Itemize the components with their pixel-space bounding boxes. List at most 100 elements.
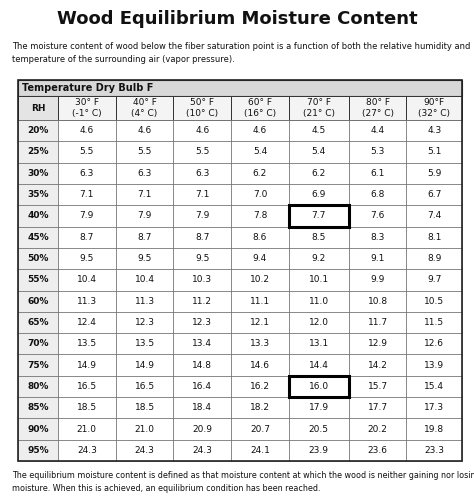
Text: 4.6: 4.6	[253, 126, 267, 135]
Bar	[18, 291, 58, 312]
Text: 90%: 90%	[27, 425, 49, 434]
Bar	[58, 120, 116, 141]
Text: 30° F
(-1° C): 30° F (-1° C)	[72, 98, 101, 118]
Bar	[231, 333, 289, 355]
Bar	[173, 269, 231, 291]
Bar	[116, 184, 173, 205]
Bar	[349, 120, 407, 141]
Text: 11.0: 11.0	[309, 297, 329, 306]
Text: 4.6: 4.6	[195, 126, 210, 135]
Text: 14.9: 14.9	[135, 361, 155, 370]
Text: 7.1: 7.1	[137, 190, 152, 199]
Bar	[58, 355, 116, 376]
Bar	[407, 120, 462, 141]
Bar	[231, 376, 289, 397]
Bar	[173, 355, 231, 376]
Text: 24.1: 24.1	[250, 446, 270, 455]
Bar	[116, 269, 173, 291]
Text: 5.1: 5.1	[427, 147, 441, 156]
Text: 9.4: 9.4	[253, 254, 267, 263]
Text: 13.9: 13.9	[424, 361, 444, 370]
Bar	[349, 376, 407, 397]
Bar	[349, 248, 407, 269]
Text: 12.4: 12.4	[77, 318, 97, 327]
Text: 4.6: 4.6	[137, 126, 152, 135]
Bar	[173, 376, 231, 397]
Bar	[289, 418, 349, 440]
Bar	[18, 418, 58, 440]
Text: 7.9: 7.9	[137, 211, 152, 220]
Text: 19.8: 19.8	[424, 425, 444, 434]
Text: 12.6: 12.6	[424, 340, 444, 348]
Bar	[58, 162, 116, 184]
Text: 95%: 95%	[27, 446, 49, 455]
Text: 7.4: 7.4	[427, 211, 441, 220]
Bar	[231, 96, 289, 120]
Bar	[173, 440, 231, 461]
Text: 5.5: 5.5	[195, 147, 210, 156]
Bar	[173, 162, 231, 184]
Bar	[173, 248, 231, 269]
Bar	[407, 96, 462, 120]
Bar	[18, 205, 58, 226]
Bar	[289, 355, 349, 376]
Text: 4.6: 4.6	[80, 126, 94, 135]
Text: 20.5: 20.5	[309, 425, 329, 434]
Text: 90°F
(32° C): 90°F (32° C)	[418, 98, 450, 118]
Bar	[18, 248, 58, 269]
Text: 6.9: 6.9	[311, 190, 326, 199]
Bar	[173, 291, 231, 312]
Text: 15.7: 15.7	[367, 382, 388, 391]
Text: 5.3: 5.3	[371, 147, 385, 156]
Text: 40° F
(4° C): 40° F (4° C)	[131, 98, 158, 118]
Text: 8.7: 8.7	[137, 233, 152, 242]
Bar	[173, 120, 231, 141]
Text: 50%: 50%	[27, 254, 49, 263]
Bar	[349, 205, 407, 226]
Text: 8.9: 8.9	[427, 254, 441, 263]
Text: 24.3: 24.3	[192, 446, 212, 455]
Bar	[173, 226, 231, 248]
Text: 9.1: 9.1	[371, 254, 385, 263]
Bar	[289, 96, 349, 120]
Text: 20.2: 20.2	[368, 425, 388, 434]
Text: 11.2: 11.2	[192, 297, 212, 306]
Text: 11.3: 11.3	[77, 297, 97, 306]
Text: 21.0: 21.0	[77, 425, 97, 434]
Text: 10.3: 10.3	[192, 275, 212, 284]
Text: RH: RH	[31, 104, 45, 113]
Bar	[231, 397, 289, 418]
Text: 8.3: 8.3	[371, 233, 385, 242]
Text: 18.5: 18.5	[77, 403, 97, 412]
Bar	[231, 440, 289, 461]
Bar	[407, 355, 462, 376]
Text: 50° F
(10° C): 50° F (10° C)	[186, 98, 219, 118]
Bar	[173, 141, 231, 162]
Bar	[173, 184, 231, 205]
Bar	[289, 226, 349, 248]
Text: 5.4: 5.4	[253, 147, 267, 156]
Text: 11.7: 11.7	[367, 318, 388, 327]
Bar	[289, 120, 349, 141]
Text: 4.3: 4.3	[427, 126, 441, 135]
Text: 12.3: 12.3	[135, 318, 155, 327]
Bar	[116, 226, 173, 248]
Bar	[116, 291, 173, 312]
Text: 11.3: 11.3	[135, 297, 155, 306]
Text: 11.1: 11.1	[250, 297, 270, 306]
Bar	[349, 269, 407, 291]
Text: 40%: 40%	[27, 211, 49, 220]
Text: 6.3: 6.3	[137, 169, 152, 178]
Text: 8.7: 8.7	[195, 233, 210, 242]
Text: The moisture content of wood below the fiber saturation point is a function of b: The moisture content of wood below the f…	[12, 42, 470, 63]
Text: 20.9: 20.9	[192, 425, 212, 434]
Text: 7.6: 7.6	[371, 211, 385, 220]
Bar	[116, 248, 173, 269]
Text: 9.9: 9.9	[371, 275, 385, 284]
Bar	[173, 333, 231, 355]
Text: 12.0: 12.0	[309, 318, 329, 327]
Text: The equilibrium moisture content is defined as that moisture content at which th: The equilibrium moisture content is defi…	[12, 471, 474, 493]
Bar	[231, 226, 289, 248]
Bar	[407, 141, 462, 162]
Text: 18.4: 18.4	[192, 403, 212, 412]
